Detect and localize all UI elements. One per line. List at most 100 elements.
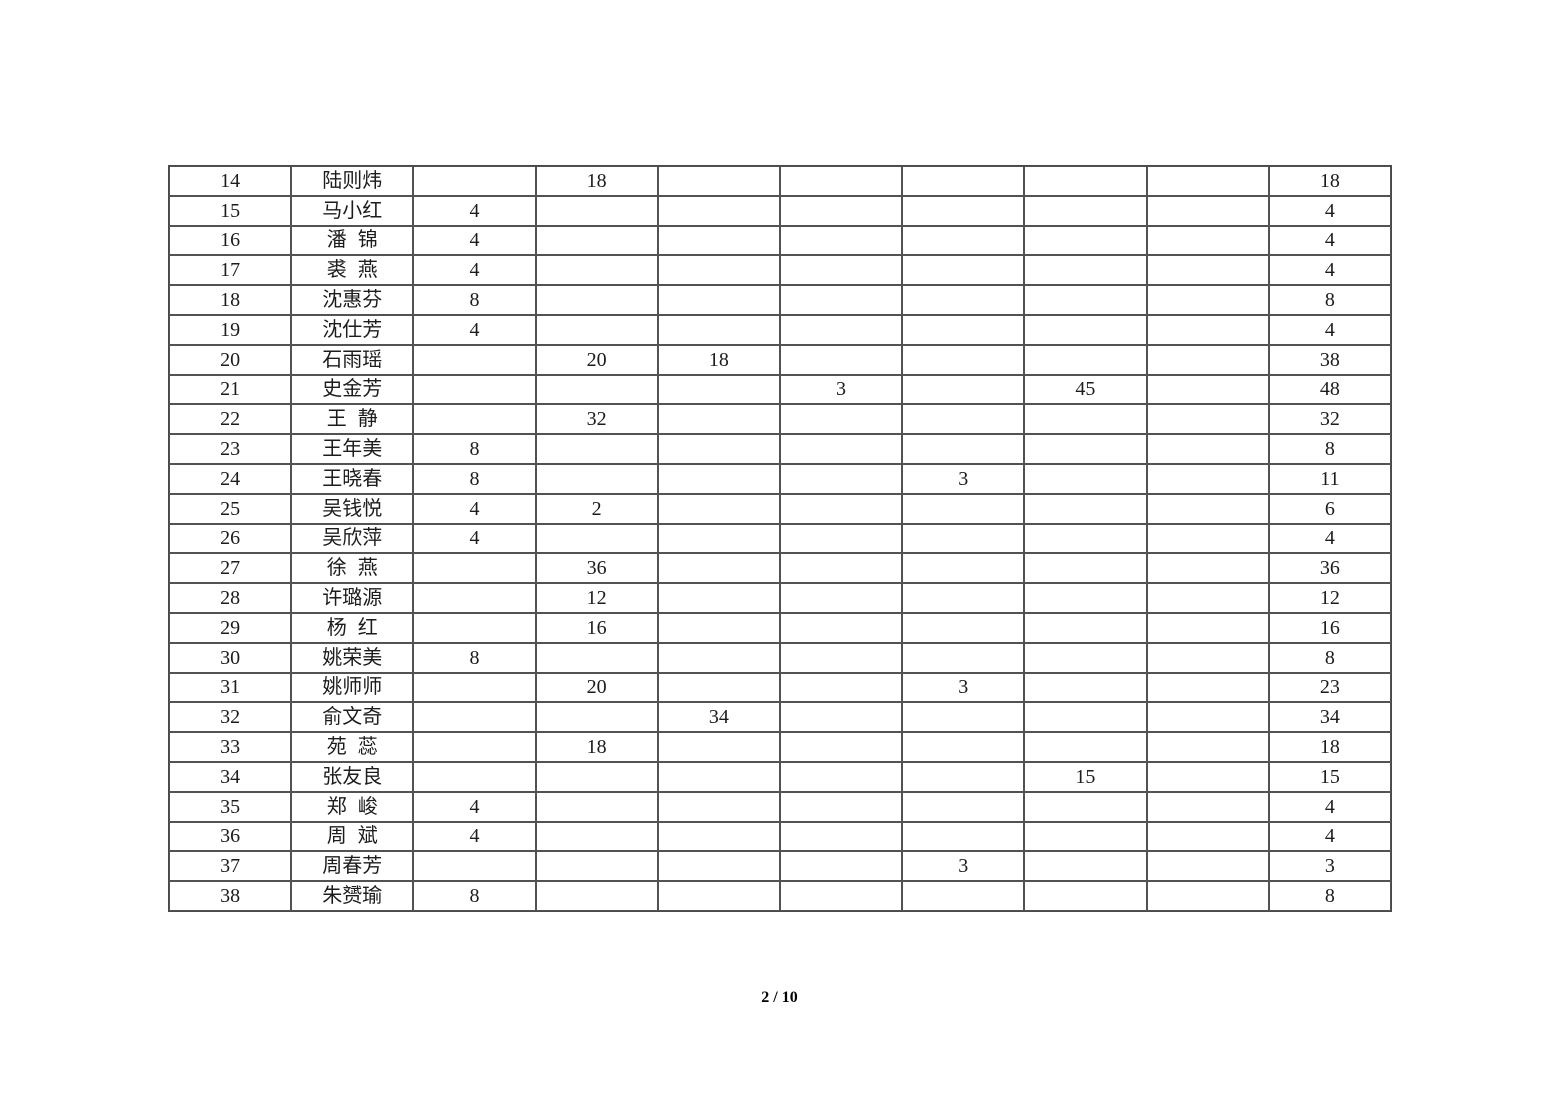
- page-number: 2 / 10: [761, 989, 798, 1006]
- total-cell: 6: [1268, 493, 1391, 524]
- name-cell: 陆则炜: [291, 166, 414, 196]
- value-cell: [1024, 612, 1147, 643]
- value-cell: [1024, 166, 1147, 196]
- row-number-cell: 32: [169, 702, 292, 733]
- table-row: 22 王静 32 32: [169, 404, 1391, 435]
- value-cell: [1146, 791, 1269, 822]
- name-cell: 姚师师: [291, 672, 414, 703]
- table-row: 30 姚荣美 8 8: [169, 642, 1391, 673]
- value-cell: [902, 612, 1025, 643]
- total-cell: 18: [1268, 732, 1391, 762]
- value-cell: [1024, 672, 1147, 703]
- value-cell: [1024, 642, 1147, 673]
- value-cell: 15: [1024, 761, 1147, 792]
- name-cell: 王静: [291, 404, 414, 435]
- row-number-cell: 28: [169, 583, 292, 613]
- value-cell: [657, 851, 780, 882]
- value-cell: [1024, 791, 1147, 822]
- value-cell: 8: [413, 285, 536, 315]
- value-cell: [902, 791, 1025, 822]
- table-row: 18 沈惠芬 8 8: [169, 285, 1391, 315]
- name-cell: 马小红: [291, 195, 414, 226]
- value-cell: [413, 732, 536, 762]
- name-cell: 沈惠芬: [291, 285, 414, 315]
- value-cell: 8: [413, 434, 536, 464]
- value-cell: [1024, 493, 1147, 524]
- value-cell: 3: [902, 463, 1025, 494]
- value-cell: [657, 612, 780, 643]
- value-cell: [902, 255, 1025, 286]
- value-cell: [535, 255, 658, 286]
- value-cell: 8: [413, 881, 536, 911]
- value-cell: [535, 791, 658, 822]
- name-cell: 史金芳: [291, 374, 414, 405]
- value-cell: [657, 523, 780, 554]
- value-cell: [1146, 761, 1269, 792]
- value-cell: [902, 553, 1025, 584]
- table-row: 29 杨红 16 16: [169, 612, 1391, 643]
- value-cell: [1146, 463, 1269, 494]
- name-cell: 吴欣萍: [291, 523, 414, 554]
- value-cell: [657, 732, 780, 762]
- value-cell: [779, 225, 903, 256]
- value-cell: [779, 642, 903, 673]
- value-cell: [1024, 225, 1147, 256]
- value-cell: [779, 791, 903, 822]
- name-cell: 许璐源: [291, 583, 414, 613]
- total-cell: 18: [1268, 166, 1391, 196]
- value-cell: [1146, 702, 1269, 733]
- value-cell: [779, 523, 903, 554]
- value-cell: [1146, 642, 1269, 673]
- value-cell: 8: [413, 463, 536, 494]
- value-cell: [657, 285, 780, 315]
- value-cell: 3: [902, 672, 1025, 703]
- value-cell: [902, 702, 1025, 733]
- value-cell: 2: [535, 493, 658, 524]
- table-row: 36 周斌 4 4: [169, 821, 1391, 852]
- table-row: 23 王年美 8 8: [169, 434, 1391, 464]
- value-cell: 3: [779, 374, 903, 405]
- value-cell: [535, 761, 658, 792]
- value-cell: [1146, 434, 1269, 464]
- row-number-cell: 17: [169, 255, 292, 286]
- value-cell: [779, 285, 903, 315]
- value-cell: [902, 523, 1025, 554]
- value-cell: [1024, 821, 1147, 852]
- value-cell: [1146, 583, 1269, 613]
- value-cell: [1024, 434, 1147, 464]
- value-cell: [657, 374, 780, 405]
- name-cell: 吴钱悦: [291, 493, 414, 524]
- table-row: 28 许璐源 12 12: [169, 583, 1391, 613]
- value-cell: [1146, 523, 1269, 554]
- value-cell: [1024, 404, 1147, 435]
- value-cell: 4: [413, 255, 536, 286]
- value-cell: 20: [535, 344, 658, 375]
- value-cell: [657, 434, 780, 464]
- table-row: 35 郑峻 4 4: [169, 791, 1391, 822]
- value-cell: [657, 821, 780, 852]
- name-cell: 郑峻: [291, 791, 414, 822]
- total-cell: 3: [1268, 851, 1391, 882]
- value-cell: [1146, 225, 1269, 256]
- value-cell: [1024, 881, 1147, 911]
- value-cell: [902, 881, 1025, 911]
- value-cell: [1024, 523, 1147, 554]
- row-number-cell: 21: [169, 374, 292, 405]
- value-cell: [902, 166, 1025, 196]
- value-cell: [413, 851, 536, 882]
- name-cell: 王年美: [291, 434, 414, 464]
- value-cell: 4: [413, 791, 536, 822]
- row-number-cell: 23: [169, 434, 292, 464]
- value-cell: [779, 732, 903, 762]
- value-cell: [779, 493, 903, 524]
- value-cell: [413, 761, 536, 792]
- value-cell: [902, 404, 1025, 435]
- row-number-cell: 25: [169, 493, 292, 524]
- row-number-cell: 19: [169, 314, 292, 345]
- value-cell: [779, 314, 903, 345]
- value-cell: [413, 166, 536, 196]
- total-cell: 8: [1268, 434, 1391, 464]
- table-row: 15 马小红 4 4: [169, 195, 1391, 226]
- value-cell: [413, 583, 536, 613]
- table-row: 31 姚师师 20 3 23: [169, 672, 1391, 703]
